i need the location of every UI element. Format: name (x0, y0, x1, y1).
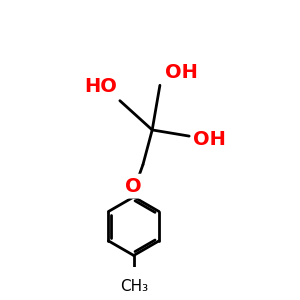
Text: OH: OH (164, 63, 197, 82)
Text: HO: HO (84, 77, 117, 96)
Text: OH: OH (193, 130, 226, 149)
Text: CH₃: CH₃ (120, 279, 148, 294)
Text: O: O (125, 177, 142, 196)
